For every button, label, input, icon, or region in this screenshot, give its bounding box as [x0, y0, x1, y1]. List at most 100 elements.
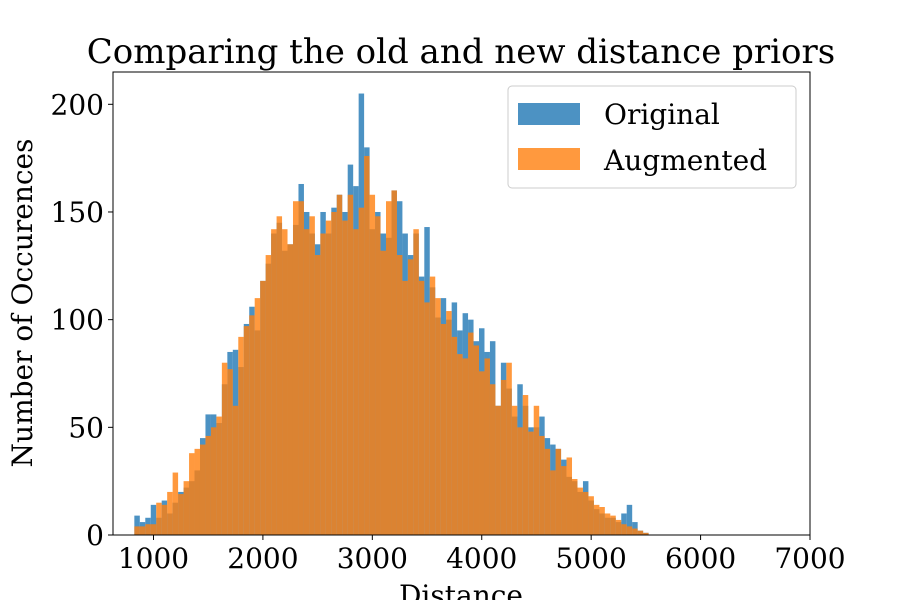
bar-augmented	[331, 211, 337, 536]
y-axis-ticks: 0 50 100 150 200	[51, 88, 113, 552]
x-tick-label: 7000	[774, 542, 845, 575]
bar-augmented	[457, 354, 463, 535]
bar-augmented	[194, 448, 200, 535]
bar-augmented	[375, 216, 381, 535]
series-augmented	[134, 155, 649, 536]
bar-augmented	[298, 201, 304, 535]
bar-augmented	[588, 496, 594, 535]
bar-augmented	[462, 358, 469, 535]
x-tick-label: 3000	[337, 542, 408, 575]
bar-augmented	[342, 220, 348, 535]
bars-layer	[134, 93, 649, 536]
bar-augmented	[511, 405, 518, 535]
bar-augmented	[479, 371, 485, 535]
chart-title: Comparing the old and new distance prior…	[87, 32, 835, 72]
bar-augmented	[156, 502, 162, 535]
bar-augmented	[210, 427, 217, 535]
bar-augmented	[517, 427, 523, 535]
bar-augmented	[632, 528, 638, 535]
bar-augmented	[260, 280, 266, 535]
bar-augmented	[500, 379, 507, 535]
bar-augmented	[309, 216, 315, 535]
bar-augmented	[610, 515, 616, 535]
legend-swatch-augmented	[518, 148, 580, 170]
bar-augmented	[183, 481, 190, 535]
bar-augmented	[189, 453, 195, 535]
bar-augmented	[314, 255, 321, 536]
bar-augmented	[621, 524, 627, 535]
bar-augmented	[238, 336, 244, 535]
bar-augmented	[582, 491, 589, 535]
bar-augmented	[276, 216, 283, 535]
x-tick-label: 6000	[665, 542, 736, 575]
bar-original	[150, 504, 157, 535]
x-tick-label: 4000	[446, 542, 517, 575]
bar-augmented	[626, 526, 633, 535]
bar-augmented	[484, 358, 490, 535]
x-tick-label: 1000	[118, 542, 189, 575]
bar-augmented	[506, 362, 512, 535]
bar-augmented	[555, 448, 562, 535]
bar-augmented	[347, 194, 354, 535]
y-axis-label: Number of Occurences	[6, 139, 39, 468]
bar-augmented	[604, 513, 611, 535]
bar-augmented	[593, 504, 600, 535]
bar-augmented	[495, 405, 501, 535]
bar-augmented	[199, 444, 206, 535]
legend-label-original: Original	[604, 98, 720, 131]
bar-augmented	[161, 504, 168, 535]
bar-augmented	[172, 472, 179, 535]
y-tick-label: 0	[86, 519, 104, 552]
bar-augmented	[221, 362, 228, 535]
x-axis-ticks: 1000 2000 3000 4000 5000 6000 7000	[118, 535, 846, 575]
y-tick-label: 200	[51, 88, 104, 121]
bar-augmented	[451, 336, 458, 535]
bar-augmented	[150, 524, 157, 535]
bar-augmented	[358, 207, 365, 536]
bar-augmented	[435, 298, 441, 535]
bar-augmented	[643, 532, 649, 535]
bar-augmented	[320, 233, 326, 535]
y-tick-label: 150	[51, 196, 104, 229]
bar-augmented	[249, 315, 255, 535]
bar-augmented	[167, 491, 173, 535]
x-axis-label: Distance	[399, 579, 523, 600]
bar-augmented	[533, 405, 540, 535]
bar-augmented	[577, 487, 583, 535]
legend-label-augmented: Augmented	[603, 144, 767, 177]
bar-augmented	[353, 229, 359, 535]
x-tick-label: 5000	[556, 542, 627, 575]
bar-augmented	[440, 323, 447, 535]
bar-augmented	[429, 276, 436, 535]
bar-augmented	[407, 259, 414, 535]
bar-augmented	[178, 494, 184, 535]
bar-augmented	[391, 190, 397, 535]
bar-augmented	[572, 479, 578, 535]
x-tick-label: 2000	[227, 542, 298, 575]
bar-augmented	[522, 395, 529, 535]
bar-augmented	[418, 280, 425, 535]
bar-augmented	[468, 332, 474, 535]
bar-augmented	[336, 194, 343, 535]
bar-augmented	[637, 530, 644, 535]
bar-augmented	[539, 435, 545, 535]
bar-augmented	[227, 369, 233, 535]
bar-original	[134, 515, 140, 535]
bar-augmented	[145, 524, 151, 535]
bar-augmented	[396, 255, 403, 536]
y-tick-label: 50	[68, 411, 104, 444]
bar-augmented	[265, 255, 272, 536]
bar-augmented	[550, 470, 556, 535]
bar-augmented	[561, 466, 567, 535]
bar-augmented	[386, 201, 392, 535]
bar-augmented	[380, 250, 386, 536]
bar-augmented	[282, 229, 288, 535]
bar-augmented	[424, 302, 430, 535]
bar-augmented	[271, 229, 277, 535]
bar-augmented	[489, 384, 496, 535]
bar-augmented	[205, 435, 211, 535]
bar-augmented	[446, 311, 452, 535]
bar-augmented	[528, 431, 534, 535]
bar-augmented	[216, 416, 222, 535]
